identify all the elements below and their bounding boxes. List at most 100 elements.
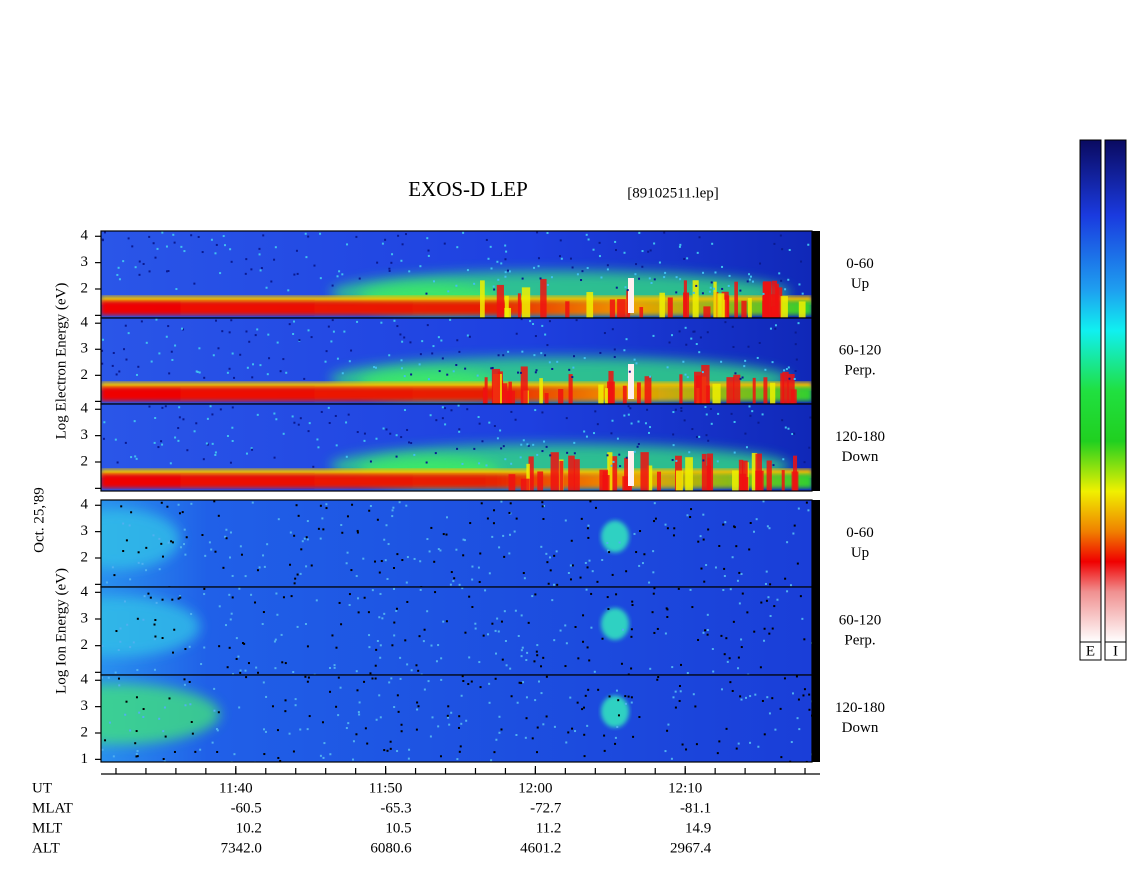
speckle xyxy=(452,370,455,373)
speckle xyxy=(379,656,382,659)
speckle xyxy=(698,435,701,438)
speckle xyxy=(769,614,772,617)
speckle xyxy=(808,693,811,696)
speckle xyxy=(323,742,326,745)
speckle xyxy=(117,266,120,269)
speckle xyxy=(461,462,464,465)
speckle xyxy=(308,715,311,718)
speckle xyxy=(212,354,215,357)
speckle xyxy=(494,677,497,680)
speckle xyxy=(490,267,493,270)
speckle xyxy=(199,748,202,751)
speckle xyxy=(648,581,651,584)
speckle xyxy=(393,566,396,569)
speckle xyxy=(284,710,287,713)
speckle xyxy=(584,694,587,697)
speckle xyxy=(762,500,765,503)
speckle xyxy=(514,609,517,612)
spike xyxy=(568,374,573,404)
speckle xyxy=(291,415,294,418)
speckle xyxy=(458,715,461,718)
speckle xyxy=(546,231,549,234)
speckle xyxy=(158,717,161,720)
speckle xyxy=(417,669,420,672)
speckle xyxy=(534,699,537,702)
speckle xyxy=(206,443,209,446)
speckle xyxy=(522,572,525,575)
speckle xyxy=(722,589,725,592)
speckle xyxy=(496,617,499,620)
speckle xyxy=(748,273,751,276)
speckle xyxy=(504,271,507,274)
speckle xyxy=(229,618,232,621)
speckle xyxy=(216,729,219,732)
speckle xyxy=(444,423,447,426)
speckle xyxy=(123,348,126,351)
speckle xyxy=(429,414,432,417)
speckle xyxy=(213,500,216,503)
blob xyxy=(601,520,629,553)
speckle xyxy=(357,597,360,600)
speckle xyxy=(545,715,548,718)
speckle xyxy=(419,560,422,563)
speckle xyxy=(521,646,524,649)
speckle xyxy=(426,538,429,541)
speckle xyxy=(613,348,616,351)
speckle xyxy=(259,269,262,272)
speckle xyxy=(225,624,228,627)
speckle xyxy=(403,336,406,339)
speckle xyxy=(141,562,144,565)
speckle xyxy=(122,260,125,263)
speckle xyxy=(165,245,168,248)
speckle xyxy=(520,443,523,446)
glow xyxy=(101,596,200,657)
speckle xyxy=(195,422,198,425)
speckle xyxy=(734,372,737,375)
speckle xyxy=(801,617,804,620)
speckle xyxy=(553,583,556,586)
speckle xyxy=(443,242,446,245)
speckle xyxy=(179,595,182,598)
speckle xyxy=(441,357,444,360)
speckle xyxy=(520,614,523,617)
speckle xyxy=(390,677,393,680)
speckle xyxy=(484,589,487,592)
speckle xyxy=(581,270,584,273)
speckle xyxy=(772,464,775,467)
speckle xyxy=(256,328,259,331)
speckle xyxy=(153,441,156,444)
speckle xyxy=(788,377,791,380)
speckle xyxy=(381,242,384,245)
speckle xyxy=(597,688,600,691)
speckle xyxy=(679,690,682,693)
spike xyxy=(766,460,772,491)
speckle xyxy=(450,711,453,714)
spike xyxy=(608,370,614,404)
speckle xyxy=(697,540,700,543)
speckle xyxy=(440,657,443,660)
speckle xyxy=(696,251,699,254)
speckle xyxy=(189,703,192,706)
speckle xyxy=(356,531,359,534)
speckle xyxy=(474,622,477,625)
speckle xyxy=(738,602,741,605)
speckle xyxy=(270,280,273,283)
speckle xyxy=(625,338,628,341)
speckle xyxy=(297,423,300,426)
y-axis-label: Log Ion Energy (eV) xyxy=(53,568,69,694)
speckle xyxy=(392,506,395,509)
speckle xyxy=(214,550,217,553)
speckle xyxy=(618,541,621,544)
blob xyxy=(601,607,629,640)
speckle xyxy=(718,544,721,547)
speckle xyxy=(536,751,539,754)
speckle xyxy=(137,365,140,368)
speckle xyxy=(702,271,705,274)
speckle xyxy=(340,524,343,527)
speckle xyxy=(624,695,627,698)
y-tick-label: 2 xyxy=(81,280,89,296)
speckle xyxy=(426,610,429,613)
x-tick-label: 11:50 xyxy=(369,780,403,796)
spike xyxy=(712,383,721,404)
speckle xyxy=(313,673,316,675)
